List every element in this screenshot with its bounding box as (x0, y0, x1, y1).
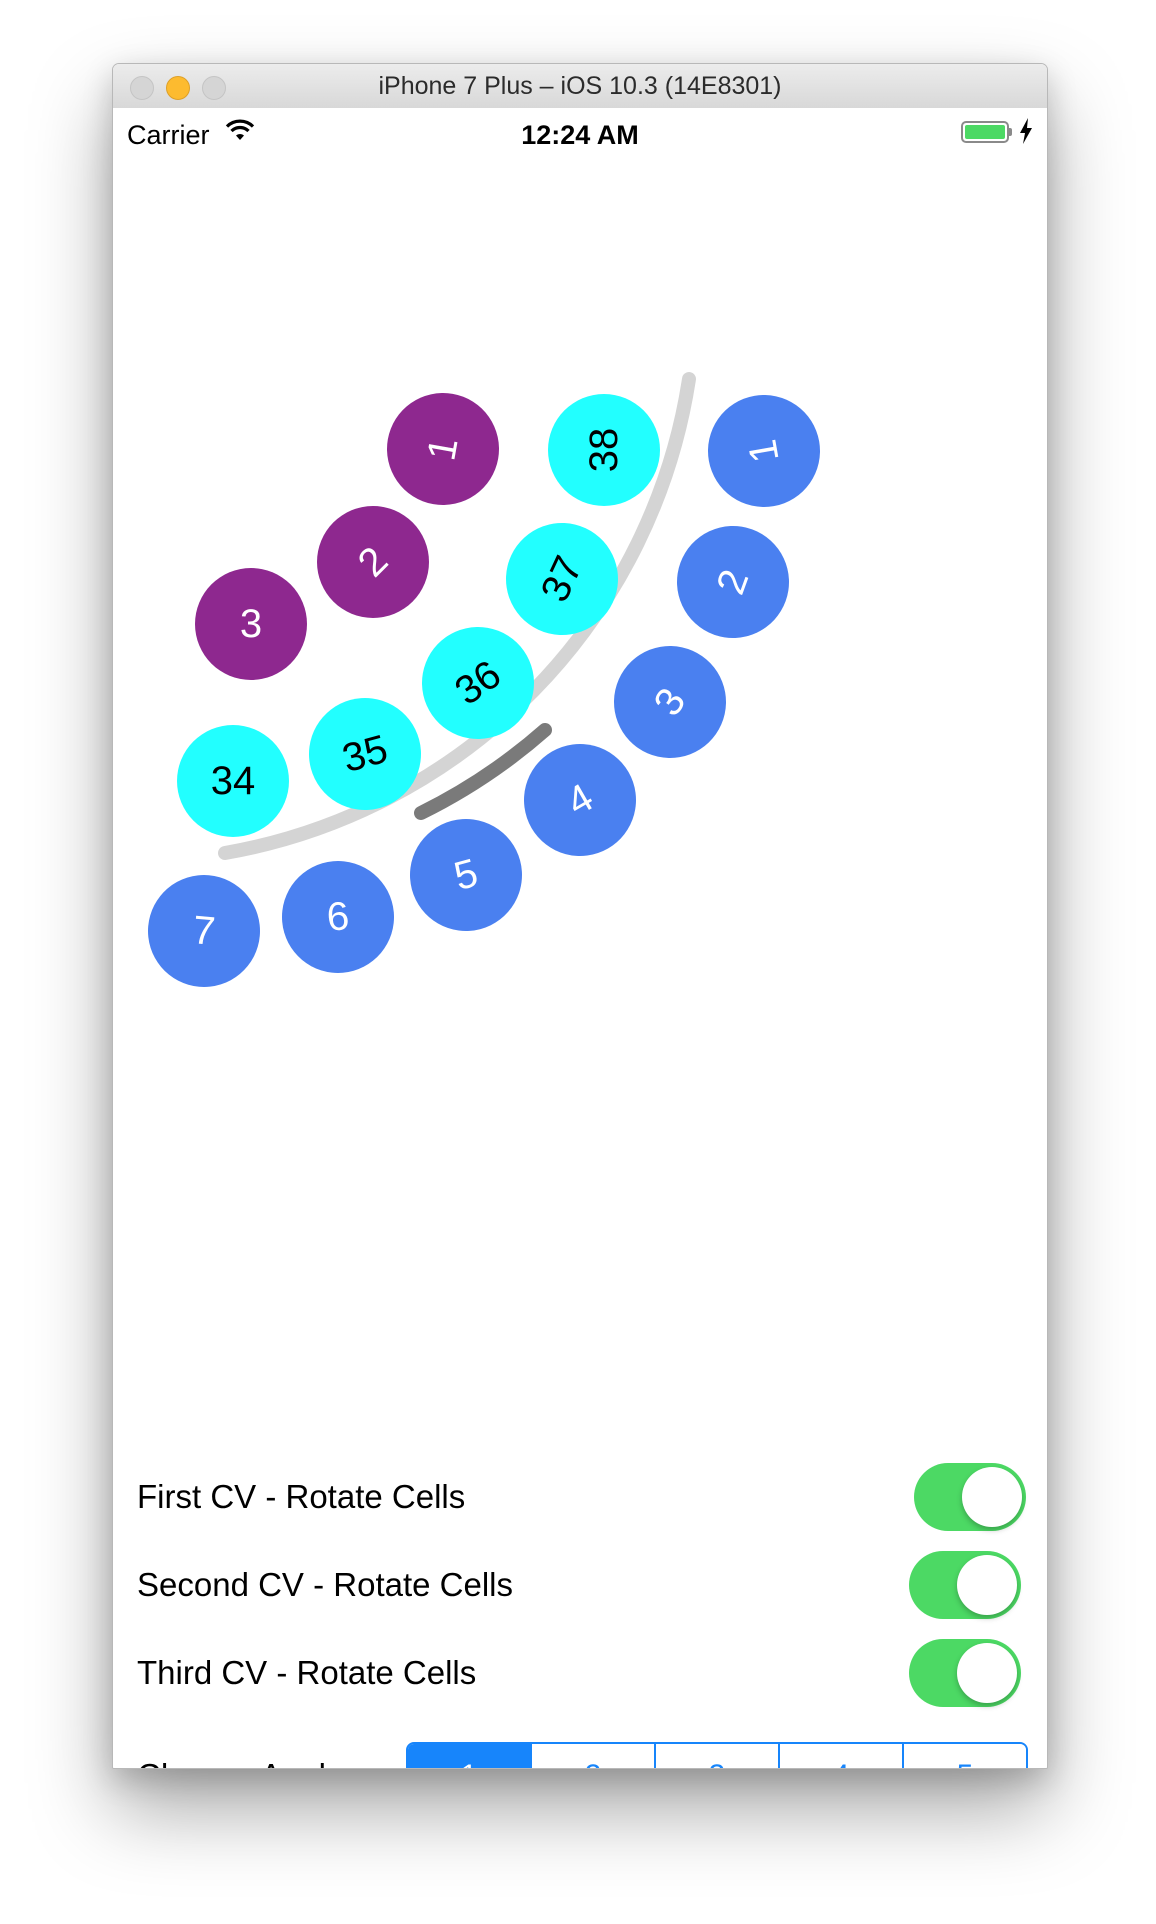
angle-segment-1[interactable]: 1 (408, 1744, 530, 1769)
angle-segment-2[interactable]: 2 (530, 1744, 654, 1769)
change-angles-label: Change Angles (137, 1756, 361, 1769)
device-screen: Carrier 12:24 AM 1 2 3 38 37 (113, 108, 1047, 1768)
second-cv-label: Second CV - Rotate Cells (137, 1565, 513, 1605)
angle-segment-5[interactable]: 5 (902, 1744, 1026, 1769)
simulator-window: iPhone 7 Plus – iOS 10.3 (14E8301) Carri… (112, 63, 1048, 1769)
switch-knob (962, 1467, 1022, 1527)
angle-segment-3[interactable]: 3 (654, 1744, 778, 1769)
window-titlebar: iPhone 7 Plus – iOS 10.3 (14E8301) (113, 64, 1047, 109)
angle-segment-4[interactable]: 4 (778, 1744, 902, 1769)
purple-cell[interactable]: 3 (195, 568, 307, 680)
cyan-cell[interactable]: 38 (548, 394, 660, 506)
third-cv-rotate-switch[interactable] (909, 1639, 1021, 1707)
cyan-cell[interactable]: 34 (177, 725, 289, 837)
first-cv-rotate-switch[interactable] (914, 1463, 1026, 1531)
window-title: iPhone 7 Plus – iOS 10.3 (14E8301) (113, 64, 1047, 108)
first-cv-label: First CV - Rotate Cells (137, 1477, 465, 1517)
switch-knob (957, 1643, 1017, 1703)
third-cv-label: Third CV - Rotate Cells (137, 1653, 476, 1693)
second-cv-rotate-switch[interactable] (909, 1551, 1021, 1619)
angles-segmented-control[interactable]: 1 2 3 4 5 (406, 1742, 1028, 1769)
switch-knob (957, 1555, 1017, 1615)
